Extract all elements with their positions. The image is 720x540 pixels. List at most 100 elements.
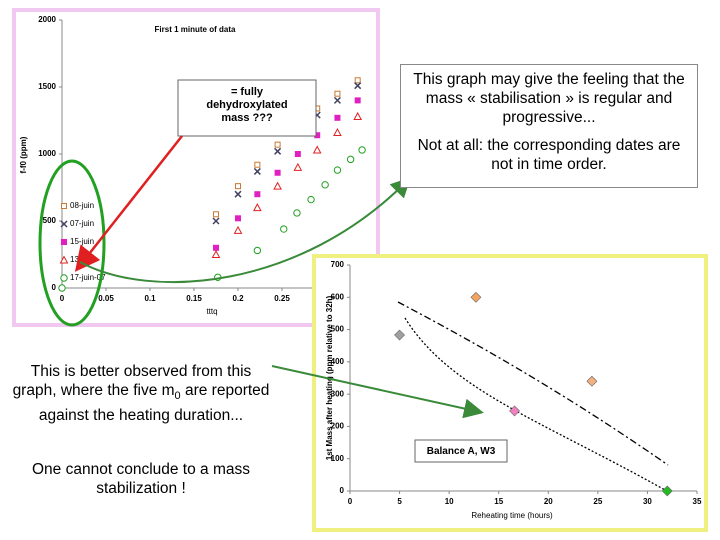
point	[274, 147, 282, 155]
red-arrow	[74, 135, 183, 272]
point	[354, 97, 361, 104]
highlight-ellipse	[38, 159, 106, 327]
point	[353, 111, 363, 120]
point	[354, 82, 362, 90]
text-part: This is better observed from this graph,…	[12, 363, 252, 399]
green-arrow-1	[79, 177, 411, 284]
point	[334, 114, 341, 121]
legend-label: 07-juin	[70, 219, 94, 228]
point	[661, 485, 673, 497]
y-tick-label: 1000	[38, 149, 56, 158]
legend-label: 08-juin	[70, 201, 94, 210]
trend-dashdot	[397, 301, 669, 466]
x-tick-label: 15	[494, 497, 503, 506]
y-tick-label: 0	[52, 283, 57, 292]
legend-marker	[59, 255, 69, 264]
point	[234, 190, 242, 198]
x-axis-label: Reheating time (hours)	[471, 511, 553, 520]
y-tick-label: 600	[331, 292, 345, 301]
subscript: 0	[174, 390, 181, 403]
point	[254, 191, 261, 198]
y-tick-label: 700	[331, 260, 345, 269]
annotation-text: Balance A, W3	[426, 446, 496, 457]
legend-marker	[61, 203, 67, 209]
annotation: Balance A, W3	[426, 446, 496, 457]
x-tick-label: 10	[445, 497, 454, 506]
x-tick-label: 25	[593, 497, 602, 506]
y-tick-label: 2000	[38, 15, 56, 24]
point	[274, 169, 281, 176]
callout-text: This is better observed from this graph,…	[12, 362, 270, 425]
legend-label: 17-juin-07	[70, 273, 106, 282]
y-tick-label: 300	[331, 389, 345, 398]
point	[253, 246, 262, 255]
y-tick-label: 100	[331, 454, 345, 463]
point	[333, 166, 342, 174]
point	[334, 90, 341, 97]
legend-label: 15-juin	[70, 237, 94, 246]
y-tick-label: 400	[331, 357, 345, 366]
point	[213, 211, 219, 218]
legend-marker	[60, 220, 68, 228]
point	[321, 181, 329, 189]
callout-text: One cannot conclude to a mass stabilizat…	[32, 461, 250, 497]
point	[274, 141, 281, 148]
chart2-frame	[312, 254, 708, 532]
chart-title: First 1 minute of data	[155, 25, 236, 34]
callout-text: This graph may give the feeling that the…	[413, 71, 685, 126]
x-tick-label: 5	[397, 497, 402, 506]
point	[394, 329, 405, 341]
chart1: 0 500 1000 1500 2000 0 0.05 0.1 0.15 0.2 0.25 First…	[19, 15, 370, 316]
point	[293, 162, 303, 171]
point	[233, 225, 243, 234]
point	[273, 181, 282, 190]
point	[212, 217, 220, 225]
point	[307, 195, 315, 204]
annotation: = fully dehydroxylated mass ???	[206, 86, 288, 124]
y-tick-label: 200	[331, 422, 345, 431]
x-tick-label: 0.05	[98, 294, 114, 303]
trend-dotted	[404, 317, 666, 491]
point	[235, 183, 241, 190]
point	[346, 155, 355, 164]
point	[333, 128, 342, 137]
x-tick-label: 0.25	[274, 294, 290, 303]
x-tick-label: 0.15	[186, 294, 202, 303]
x-axis-label: tttq	[206, 307, 217, 316]
callout-text: Not at all: the corresponding dates are …	[417, 137, 681, 173]
point	[354, 77, 361, 84]
point	[312, 145, 322, 154]
point	[213, 244, 219, 251]
point	[586, 375, 598, 387]
x-tick-label: 35	[693, 497, 702, 506]
y-tick-label: 0	[340, 486, 345, 495]
x-tick-label: 30	[643, 497, 652, 506]
point	[58, 284, 66, 292]
y-tick-label: 500	[43, 216, 57, 225]
green-arrow-2	[271, 365, 484, 419]
annotation-text: = fully dehydroxylated mass ???	[206, 86, 288, 124]
x-tick-label: 0	[348, 497, 353, 506]
point	[280, 225, 288, 233]
annotation-box	[177, 79, 317, 137]
legend-marker	[61, 239, 67, 245]
point	[211, 249, 221, 258]
annotation-box	[414, 439, 508, 463]
point	[254, 161, 261, 168]
point	[253, 203, 262, 212]
x-tick-label: 0.2	[232, 294, 244, 303]
point	[294, 151, 301, 157]
point	[470, 291, 482, 303]
x-tick-label: 0.1	[144, 294, 156, 303]
point	[509, 405, 521, 417]
point	[293, 209, 301, 217]
point	[333, 96, 341, 104]
y-tick-label: 1500	[38, 82, 56, 91]
y-tick-label: 500	[331, 325, 345, 334]
legend-marker	[60, 274, 68, 282]
point	[253, 167, 261, 175]
point	[358, 146, 366, 154]
callout-box: This graph may give the feeling that the…	[400, 64, 698, 188]
